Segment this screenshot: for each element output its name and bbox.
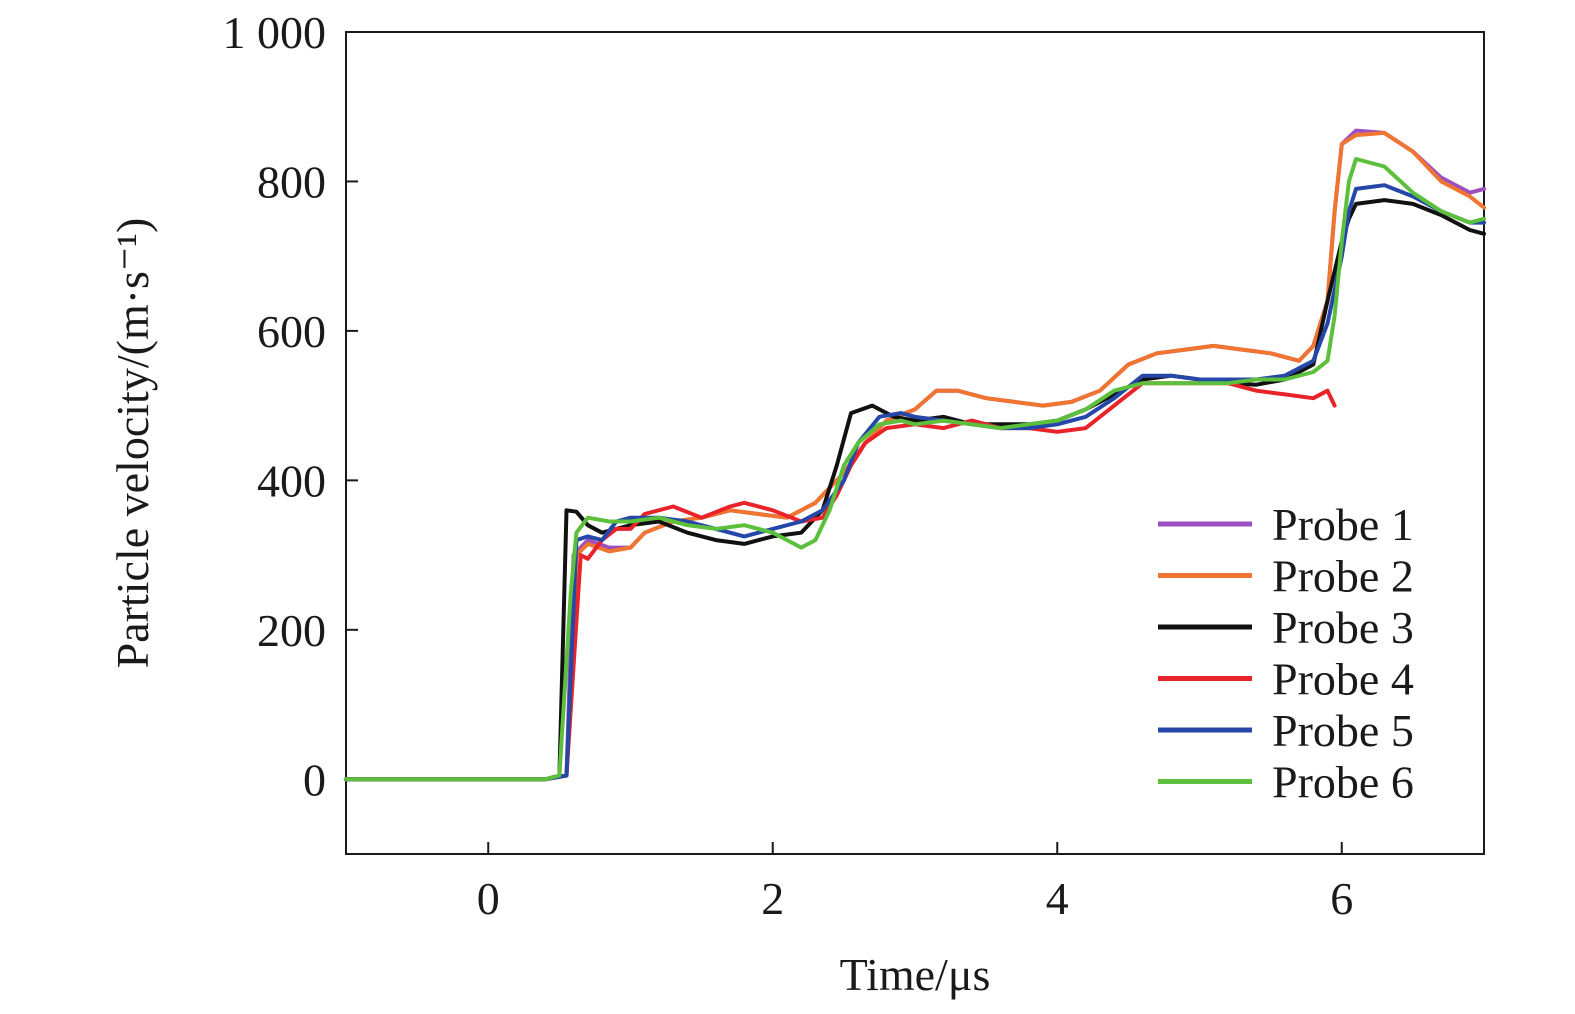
x-tick-label: 4 [1046,873,1069,924]
x-axis-label: Time/μs [840,949,991,1000]
legend-label: Probe 1 [1272,499,1414,550]
legend-label: Probe 5 [1272,705,1414,756]
y-tick-label: 1 000 [223,7,327,58]
y-tick-label: 0 [303,754,326,805]
legend-label: Probe 4 [1272,654,1414,705]
y-axis-ticks: 0 200 400 600 800 1 000 [223,7,358,805]
series-line-probe-4 [344,381,1337,782]
series-line-probe-6 [344,157,1486,782]
y-tick-label: 400 [257,455,326,506]
legend-label: Probe 3 [1272,602,1414,653]
x-axis-ticks: 0 2 4 6 [477,842,1353,924]
x-tick-label: 2 [761,873,784,924]
y-tick-label: 200 [257,605,326,656]
series-lines [344,128,1486,782]
plot-frame [345,31,1485,855]
y-tick-label: 600 [257,306,326,357]
y-axis-label: Particle velocity/(m·s⁻¹) [107,218,158,669]
x-tick-label: 0 [477,873,500,924]
series-line-probe-2 [344,130,1486,782]
y-tick-label: 800 [257,156,326,207]
legend-label: Probe 6 [1272,757,1414,808]
x-tick-label: 6 [1330,873,1353,924]
legend-label: Probe 2 [1272,551,1414,602]
